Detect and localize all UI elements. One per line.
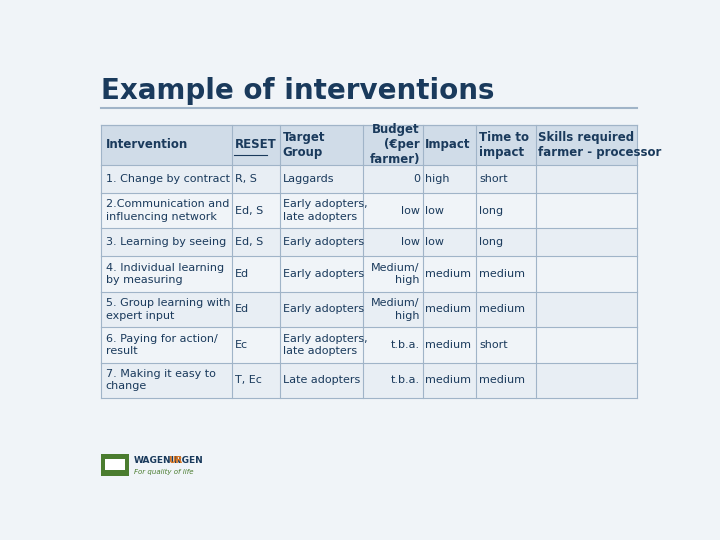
Text: For quality of life: For quality of life	[133, 468, 193, 475]
Text: 1. Change by contract: 1. Change by contract	[106, 174, 230, 184]
Text: low: low	[426, 206, 444, 215]
Text: medium: medium	[426, 340, 472, 350]
Text: Late adopters: Late adopters	[282, 375, 360, 385]
Text: Ed, S: Ed, S	[235, 206, 263, 215]
Text: Ed: Ed	[235, 269, 249, 279]
Text: short: short	[479, 174, 508, 184]
Text: T, Ec: T, Ec	[235, 375, 262, 385]
Text: Budget
(€per
farmer): Budget (€per farmer)	[369, 123, 420, 166]
Text: Early adopters: Early adopters	[282, 305, 364, 314]
Text: low: low	[426, 238, 444, 247]
Text: t.b.a.: t.b.a.	[391, 340, 420, 350]
Text: Ed: Ed	[235, 305, 249, 314]
Text: 4. Individual learning
by measuring: 4. Individual learning by measuring	[106, 263, 224, 285]
Text: RESET: RESET	[235, 138, 276, 151]
Text: Example of interventions: Example of interventions	[101, 77, 495, 105]
Text: 2.Communication and
influencing network: 2.Communication and influencing network	[106, 199, 229, 222]
Text: Early adopters,
late adopters: Early adopters, late adopters	[282, 334, 367, 356]
Bar	[101, 125, 636, 165]
Text: Target
Group: Target Group	[282, 131, 325, 159]
Text: medium: medium	[426, 375, 472, 385]
Text: UR: UR	[168, 456, 182, 465]
Text: Early adopters: Early adopters	[282, 269, 364, 279]
Text: medium: medium	[426, 269, 472, 279]
Bar	[101, 362, 636, 398]
Text: medium: medium	[426, 305, 472, 314]
Text: high: high	[426, 174, 450, 184]
Text: medium: medium	[479, 375, 525, 385]
Text: Time to
impact: Time to impact	[479, 131, 529, 159]
Text: low: low	[401, 206, 420, 215]
Text: low: low	[401, 238, 420, 247]
Text: Medium/
high: Medium/ high	[372, 263, 420, 285]
Text: Medium/
high: Medium/ high	[372, 298, 420, 321]
Text: long: long	[479, 238, 503, 247]
Bar	[101, 256, 636, 292]
Text: Intervention: Intervention	[106, 138, 188, 151]
Text: Laggards: Laggards	[282, 174, 334, 184]
Text: 5. Group learning with
expert input: 5. Group learning with expert input	[106, 298, 230, 321]
Bar	[101, 165, 636, 193]
Text: 0: 0	[413, 174, 420, 184]
Text: Skills required
farmer - processor: Skills required farmer - processor	[539, 131, 662, 159]
Text: medium: medium	[479, 305, 525, 314]
Bar	[101, 327, 636, 362]
Text: medium: medium	[479, 269, 525, 279]
Text: Early adopters,
late adopters: Early adopters, late adopters	[282, 199, 367, 222]
Bar	[101, 228, 636, 256]
Text: R, S: R, S	[235, 174, 257, 184]
Text: short: short	[479, 340, 508, 350]
Bar	[101, 292, 636, 327]
Text: Impact: Impact	[426, 138, 471, 151]
Text: t.b.a.: t.b.a.	[391, 375, 420, 385]
Text: Ed, S: Ed, S	[235, 238, 263, 247]
Text: 6. Paying for action/
result: 6. Paying for action/ result	[106, 334, 217, 356]
Bar	[101, 193, 636, 228]
Text: Early adopters: Early adopters	[282, 238, 364, 247]
Text: WAGENINGEN: WAGENINGEN	[133, 456, 203, 465]
Text: Ec: Ec	[235, 340, 248, 350]
Text: 3. Learning by seeing: 3. Learning by seeing	[106, 238, 226, 247]
Text: long: long	[479, 206, 503, 215]
Text: 7. Making it easy to
change: 7. Making it easy to change	[106, 369, 215, 392]
Bar	[105, 458, 125, 470]
Bar	[109, 470, 119, 476]
Bar	[101, 454, 129, 476]
